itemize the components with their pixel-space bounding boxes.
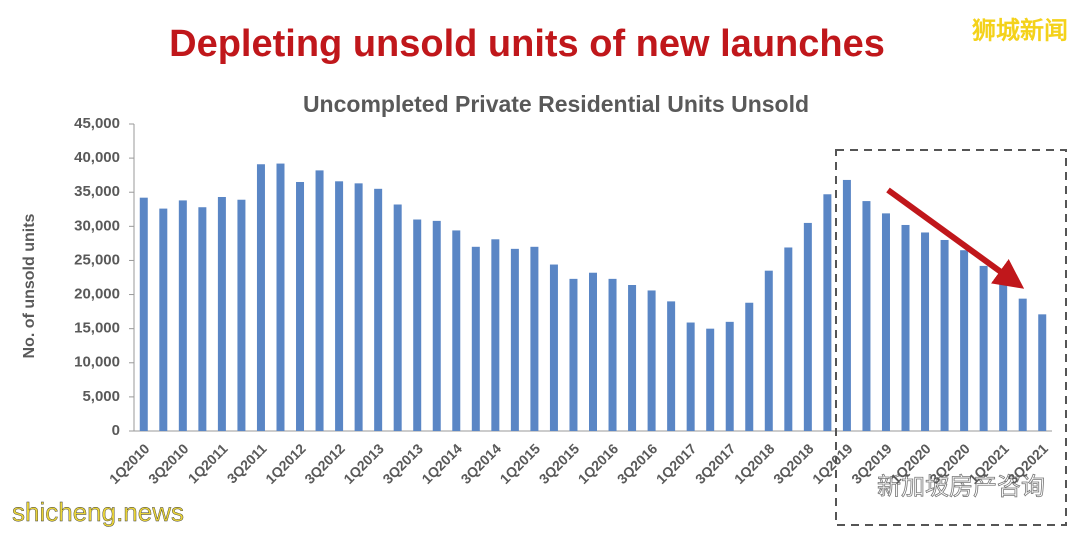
y-tick-label: 0 (112, 422, 120, 439)
watermark: 新加坡房产咨询 (877, 473, 1045, 500)
chart-subtitle: Uncompleted Private Residential Units Un… (303, 91, 809, 117)
x-tick-label: 3Q2014 (458, 440, 505, 487)
bar (901, 224, 910, 431)
bar (842, 179, 851, 431)
bar (706, 328, 715, 431)
y-tick-label: 5,000 (82, 388, 120, 405)
bar (979, 265, 988, 431)
bar (647, 290, 656, 431)
x-tick-label: 1Q2012 (262, 440, 309, 487)
bar (510, 248, 519, 431)
bar (296, 181, 305, 431)
bar (491, 239, 500, 431)
bar (940, 239, 949, 431)
bar (549, 264, 558, 431)
bar (881, 213, 890, 431)
x-tick-label: 3Q2010 (145, 440, 192, 487)
bar (374, 188, 383, 431)
y-axis-label: No. of unsold units (21, 213, 38, 358)
bar (608, 278, 617, 431)
bar (686, 322, 695, 431)
x-tick-label: 1Q2013 (340, 440, 387, 487)
x-tick-label: 3Q2017 (692, 440, 739, 487)
bar (960, 250, 969, 431)
bar (1018, 298, 1027, 431)
bar (745, 302, 754, 431)
x-tick-label: 1Q2018 (731, 440, 778, 487)
bar (256, 164, 265, 432)
x-tick-label: 1Q2011 (185, 440, 231, 486)
bar (452, 230, 461, 431)
x-tick-label: 3Q2015 (536, 440, 583, 487)
chart-title: Depleting unsold units of new launches (169, 23, 885, 65)
bar (432, 220, 441, 431)
bar (178, 200, 187, 431)
y-tick-label: 45,000 (74, 115, 120, 132)
x-tick-label: 3Q2013 (379, 440, 426, 487)
x-tick-label: 3Q2018 (770, 440, 817, 487)
y-tick-label: 10,000 (74, 354, 120, 371)
bar (393, 204, 402, 431)
x-tick-label: 1Q2010 (106, 440, 153, 487)
y-tick-label: 30,000 (74, 217, 120, 234)
bar (999, 282, 1008, 431)
bar (628, 285, 637, 431)
x-tick-label: 3Q2012 (301, 440, 348, 487)
bar (276, 163, 285, 431)
watermark: 狮城新闻 (972, 16, 1068, 44)
x-tick-label: 1Q2019 (809, 440, 856, 487)
bar (530, 246, 539, 431)
x-tick-label: 1Q2016 (575, 440, 622, 487)
highlight-box (835, 149, 1067, 526)
bar (237, 199, 246, 431)
bar (335, 181, 344, 431)
bar (589, 272, 597, 431)
bar (725, 321, 734, 431)
x-tick-label: 3Q2011 (224, 440, 270, 486)
y-tick-label: 35,000 (74, 183, 120, 200)
trend-arrow (886, 187, 1025, 289)
watermark: shicheng.news (12, 497, 184, 527)
bar (354, 183, 363, 431)
bar (921, 232, 930, 431)
bar (569, 278, 578, 431)
x-tick-label: 1Q2014 (418, 440, 465, 487)
y-tick-label: 15,000 (74, 320, 120, 337)
bar (1038, 314, 1047, 431)
bar (823, 194, 832, 431)
x-tick-label: 3Q2016 (614, 440, 661, 487)
y-tick-label: 25,000 (74, 251, 120, 268)
bar (217, 196, 226, 431)
bar (764, 270, 773, 431)
bar (413, 219, 422, 431)
bar (667, 301, 676, 431)
bar (471, 246, 480, 431)
bar (198, 207, 207, 431)
y-tick-label: 40,000 (74, 149, 120, 166)
bar (803, 222, 812, 431)
x-tick-label: 1Q2015 (497, 440, 544, 487)
x-tick-label: 1Q2017 (653, 440, 700, 487)
bar (862, 201, 871, 431)
bar (159, 208, 168, 431)
bar (784, 247, 793, 431)
y-tick-label: 20,000 (74, 286, 120, 303)
bar (315, 170, 324, 431)
bar (139, 197, 148, 431)
